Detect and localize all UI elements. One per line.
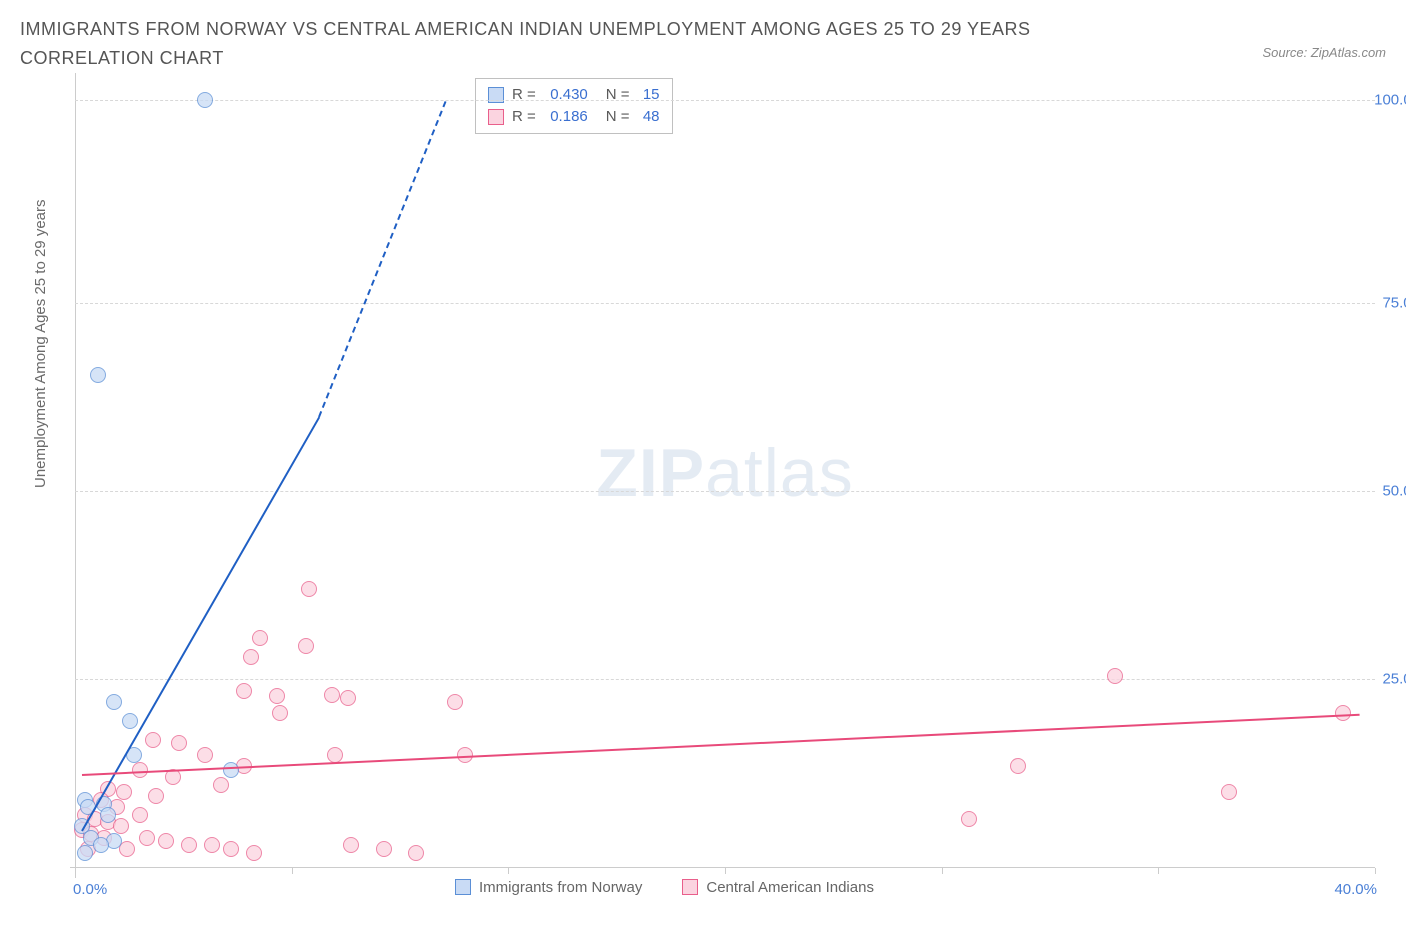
x-tick [75,868,76,874]
data-point-b [223,841,239,857]
chart-title: IMMIGRANTS FROM NORWAY VS CENTRAL AMERIC… [20,15,1120,73]
x-tick [292,868,293,874]
data-point-a [100,807,116,823]
scatter-plot: ZIPatlas R =0.430 N =15 R =0.186 N =48 I… [75,78,1375,868]
x-tick [1375,868,1376,874]
data-point-b [243,649,259,665]
data-point-b [116,784,132,800]
data-point-b [139,830,155,846]
data-point-b [145,732,161,748]
data-point-b [269,688,285,704]
y-tick-label: 75.0% [1382,295,1406,312]
data-point-b [1010,758,1026,774]
data-point-b [252,630,268,646]
y-tick-label: 100.0% [1374,92,1406,109]
data-point-a [223,762,239,778]
gridline [75,491,1375,492]
data-point-b [343,837,359,853]
legend-item-series-a: Immigrants from Norway [455,879,642,896]
data-point-b [181,837,197,853]
watermark: ZIPatlas [596,434,853,512]
y-axis-line [75,73,76,878]
data-point-b [447,694,463,710]
regression-line-a-dashed [318,101,447,418]
data-point-b [301,581,317,597]
source-attribution: Source: ZipAtlas.com [1262,45,1386,60]
data-point-b [324,687,340,703]
bottom-legend: Immigrants from Norway Central American … [455,879,874,896]
data-point-b [961,811,977,827]
swatch-series-a-icon [455,879,471,895]
stats-row-series-a: R =0.430 N =15 [488,84,660,106]
stats-legend-box: R =0.430 N =15 R =0.186 N =48 [475,78,673,134]
legend-label-b: Central American Indians [706,879,874,896]
x-axis-line [70,867,1375,868]
x-tick [942,868,943,874]
x-tick-max: 40.0% [1334,881,1377,898]
data-point-b [327,747,343,763]
data-point-a [90,367,106,383]
data-point-a [93,837,109,853]
data-point-b [236,683,252,699]
x-tick-min: 0.0% [73,881,107,898]
data-point-b [213,777,229,793]
data-point-b [132,762,148,778]
data-point-b [132,807,148,823]
data-point-a [77,845,93,861]
data-point-b [246,845,262,861]
gridline [75,100,1375,101]
data-point-a [122,713,138,729]
y-tick-label: 50.0% [1382,483,1406,500]
x-tick [1158,868,1159,874]
data-point-b [204,837,220,853]
data-point-b [1221,784,1237,800]
data-point-b [171,735,187,751]
swatch-series-b [488,109,504,125]
legend-item-series-b: Central American Indians [682,879,874,896]
y-tick-label: 25.0% [1382,671,1406,688]
data-point-b [113,818,129,834]
legend-label-a: Immigrants from Norway [479,879,642,896]
x-tick [725,868,726,874]
data-point-b [298,638,314,654]
data-point-b [272,705,288,721]
stats-row-series-b: R =0.186 N =48 [488,106,660,128]
data-point-b [408,845,424,861]
data-point-b [376,841,392,857]
gridline [75,679,1375,680]
regression-line-b [81,713,1358,775]
y-axis-label: Unemployment Among Ages 25 to 29 years [32,199,49,488]
x-tick [508,868,509,874]
data-point-b [148,788,164,804]
gridline [75,303,1375,304]
data-point-a [197,92,213,108]
swatch-series-b-icon [682,879,698,895]
data-point-b [197,747,213,763]
data-point-b [1107,668,1123,684]
data-point-b [340,690,356,706]
data-point-a [106,694,122,710]
data-point-b [158,833,174,849]
